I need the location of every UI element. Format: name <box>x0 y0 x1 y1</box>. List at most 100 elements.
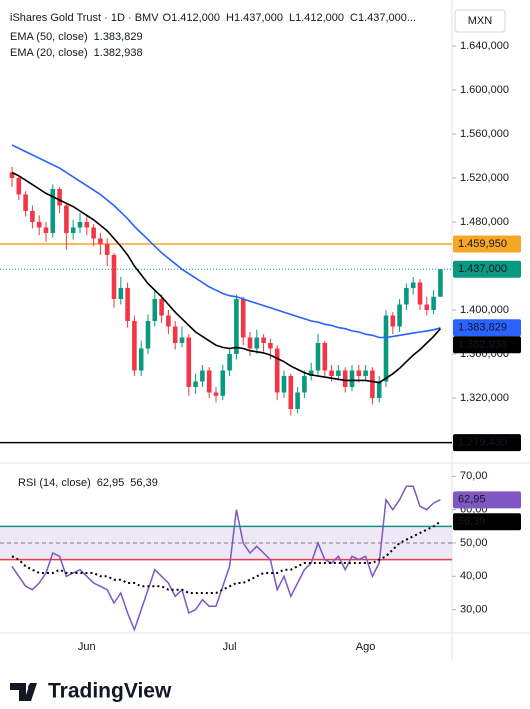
x-tick-label: Jul <box>223 641 237 653</box>
price-tag <box>453 434 521 452</box>
legend-name: EMA (50, close) <box>10 31 88 43</box>
candle-body <box>376 381 382 398</box>
currency[interactable]: MXN <box>468 15 493 27</box>
price-tag-label: 1.437,000 <box>458 263 507 275</box>
candle-body <box>84 221 90 228</box>
price-tag-label: 56,39 <box>458 516 486 528</box>
candle-body <box>268 342 273 349</box>
legend-name: RSI (14, close) <box>18 477 91 489</box>
candle-body <box>336 370 341 376</box>
candle-body <box>16 177 22 195</box>
candle-body <box>145 320 151 349</box>
candle-body <box>186 337 192 387</box>
candle-body <box>138 348 144 371</box>
x-tick-label: Jun <box>78 641 96 653</box>
candle-body <box>23 194 28 211</box>
price-tag-label: 1.459,950 <box>458 238 507 250</box>
candle-body <box>370 370 375 398</box>
legend-value: 1.383,829 <box>94 31 143 43</box>
y-tick-label: 70,00 <box>460 470 488 482</box>
candle-body <box>329 370 334 376</box>
symbol-title: iShares Gold Trust · 1D · BMV <box>10 12 159 24</box>
price-tag <box>453 513 521 531</box>
price-tag <box>453 336 521 354</box>
legend-value: 62,95 <box>97 477 125 489</box>
candle-body <box>438 269 443 297</box>
candle-body <box>397 304 402 327</box>
ema-line <box>11 171 441 384</box>
candle-body <box>274 348 280 393</box>
y-tick-label: 1.480,000 <box>460 216 509 228</box>
candle-body <box>111 254 117 299</box>
candle-body <box>410 282 416 288</box>
candle-body <box>104 243 110 255</box>
logo <box>10 683 37 701</box>
candle-body <box>342 370 348 387</box>
y-tick-label: 1.520,000 <box>460 172 509 184</box>
price-tag-label: 1.279,430 <box>458 437 507 449</box>
ohlc-value: 1.412,000 <box>171 12 220 24</box>
rsi-line <box>11 485 441 632</box>
candle-body <box>36 221 42 228</box>
candle-body <box>125 287 130 321</box>
candle-body <box>281 375 287 393</box>
candle-body <box>417 282 423 305</box>
logo-text: TradingView <box>48 680 172 703</box>
ohlc-key: C <box>350 12 358 24</box>
candle-body <box>50 188 56 233</box>
candle-body <box>356 370 362 376</box>
price-tag <box>453 491 521 509</box>
candle-body <box>227 353 232 371</box>
ohlc-value: 1.437,000... <box>358 12 416 24</box>
candle-body <box>118 287 124 299</box>
y-tick-label: 1.640,000 <box>460 40 509 52</box>
candle-body <box>200 370 205 382</box>
y-tick-label: 50,00 <box>460 537 488 549</box>
candle-body <box>206 370 212 393</box>
candle-body <box>213 392 219 396</box>
candle-body <box>302 375 307 393</box>
candle-body <box>98 238 103 244</box>
y-tick-label: 60,00 <box>460 504 488 516</box>
candle-body <box>288 375 294 409</box>
candle-body <box>152 298 158 321</box>
candle-body <box>349 370 355 387</box>
candle-body <box>179 337 185 343</box>
candle-body <box>261 337 266 343</box>
price-tag <box>453 235 521 253</box>
price-tag-label: 1.382,938 <box>458 339 507 351</box>
y-tick-label: 30,00 <box>460 604 488 616</box>
candle-body <box>322 342 328 371</box>
candle-body <box>30 210 35 222</box>
y-tick-label: 1.560,000 <box>460 128 509 140</box>
candle-body <box>43 227 49 233</box>
candle-body <box>172 326 178 343</box>
price-tag-label: 1.383,829 <box>458 322 507 334</box>
candle-body <box>254 337 260 349</box>
candle-body <box>91 227 96 239</box>
legend-value: 56,39 <box>130 477 158 489</box>
legend-name: EMA (20, close) <box>10 47 88 59</box>
currency-box[interactable] <box>454 9 506 33</box>
candle-body <box>70 227 76 233</box>
y-tick-label: 1.400,000 <box>460 304 509 316</box>
ohlc-key: L <box>289 12 295 24</box>
candle-body <box>193 381 198 387</box>
ohlc-key: H <box>226 12 234 24</box>
candle-body <box>166 315 171 327</box>
price-tag-label: 62,95 <box>458 494 486 506</box>
candle-body <box>424 304 430 310</box>
candle-body <box>9 172 15 178</box>
ohlc-value: 1.437,000 <box>234 12 283 24</box>
price-tag <box>453 319 521 337</box>
candle-body <box>315 342 321 371</box>
legend-value: 1.382,938 <box>94 47 143 59</box>
candle-body <box>132 320 137 371</box>
candle-body <box>159 298 164 316</box>
candle-body <box>390 315 396 327</box>
y-tick-label: 1.600,000 <box>460 84 509 96</box>
candle-body <box>363 370 368 376</box>
candle-body <box>234 298 239 354</box>
